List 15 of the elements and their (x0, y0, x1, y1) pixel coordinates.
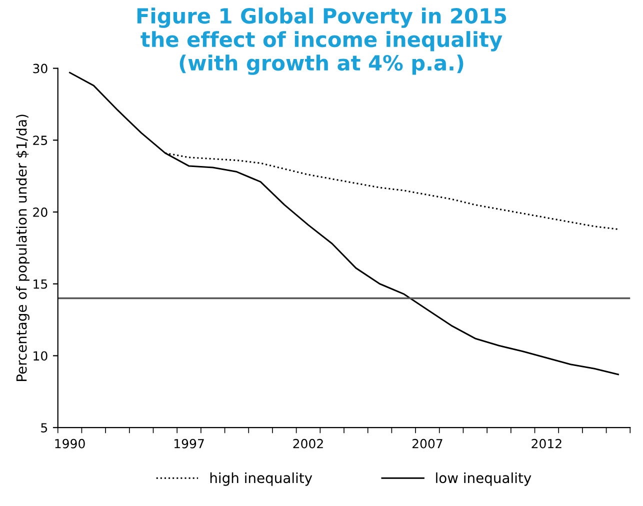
x-tick-label: 1997 (174, 438, 204, 448)
y-tick-label: 5 (41, 423, 48, 432)
y-tick-label: 25 (33, 136, 48, 146)
y-tick-label: 15 (34, 280, 48, 289)
y-tick-label: 10 (34, 351, 48, 361)
legend-label: low inequality (436, 472, 532, 486)
x-tick-label: 1990 (55, 438, 85, 448)
x-tick-label: 2002 (293, 438, 323, 448)
x-tick-label: 2007 (412, 438, 442, 448)
y-tick-label: 20 (33, 207, 48, 217)
y-axis-title: Percentage of population under $1/da) (16, 114, 30, 381)
chart-title: Figure 1 Global Poverty in 2015 the effect of income inequality (with growth at 4% p.a.) (137, 8, 506, 75)
x-tick-label: 2012 (532, 438, 562, 448)
y-tick-label: 30 (33, 64, 48, 74)
legend-label: high inequality (210, 472, 312, 486)
